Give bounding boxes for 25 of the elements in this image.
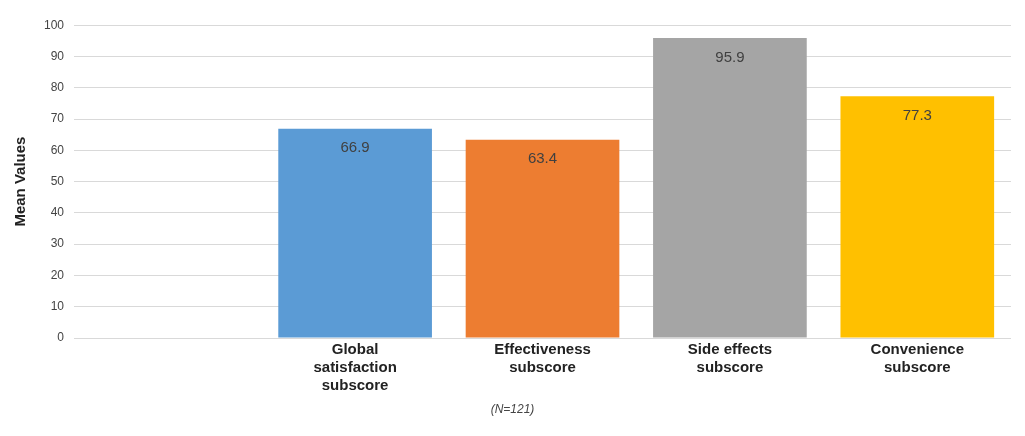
y-tick-label: 30 [50, 236, 65, 251]
data-label: 63.4 [527, 149, 558, 167]
data-label: 95.9 [715, 47, 745, 65]
text: (N=121) [489, 402, 536, 416]
x-tick-label: Global satisfaction subscore [313, 340, 397, 394]
data-label: 66.9 [340, 138, 370, 156]
y-axis-title: Mean Values [11, 136, 29, 227]
bar [465, 139, 620, 338]
y-tick-label: 90 [50, 48, 65, 63]
y-tick-label: 10 [50, 299, 65, 314]
x-tick-label: Convenience subscore [870, 340, 964, 376]
x-tick-label: Side effects subscore [687, 340, 773, 376]
bar [840, 96, 995, 338]
y-tick-label: 20 [50, 267, 65, 282]
bar [653, 38, 807, 338]
y-tick-label: 40 [50, 205, 65, 220]
bar [278, 128, 432, 338]
y-tick-label: 0 [57, 330, 65, 345]
y-tick-label: 80 [50, 80, 65, 95]
x-tick-label: Effectiveness subscore [494, 340, 591, 376]
y-tick-label: 50 [50, 173, 65, 188]
y-tick-label: 100 [43, 17, 65, 32]
y-tick-label: 60 [50, 142, 65, 157]
data-label: 77.3 [902, 105, 932, 123]
y-tick-label: 70 [50, 111, 65, 126]
